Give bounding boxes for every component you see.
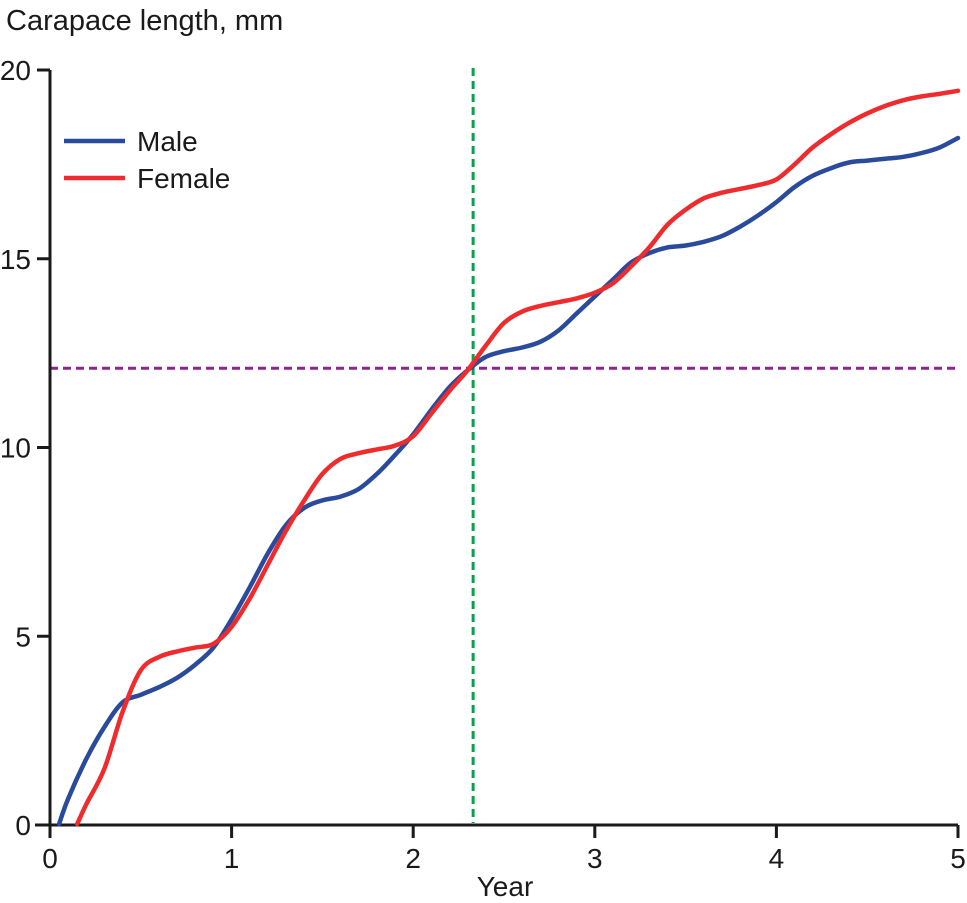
y-tick-label: 5	[15, 621, 31, 652]
x-axis-title: Year	[477, 871, 534, 902]
x-tick-label: 5	[950, 843, 966, 874]
x-tick-label: 0	[42, 843, 58, 874]
legend-female-label: Female	[137, 163, 230, 194]
x-tick-label: 2	[405, 843, 421, 874]
y-tick-label: 20	[0, 55, 31, 86]
y-tick-label: 0	[15, 810, 31, 841]
y-axis: 0 5 10 15 20	[0, 55, 52, 841]
y-tick-label: 10	[0, 433, 31, 464]
x-tick-label: 1	[224, 843, 240, 874]
x-axis-ticks: 0 1 2 3 4 5	[42, 825, 966, 874]
male-series-line	[56, 135, 961, 827]
x-tick-label: 4	[769, 843, 785, 874]
legend-male-label: Male	[137, 126, 198, 157]
y-axis-ticks: 0 5 10 15 20	[0, 55, 50, 841]
chart-title: Carapace length, mm	[6, 5, 283, 37]
y-tick-label: 15	[0, 244, 31, 275]
legend: Male Female	[64, 126, 230, 194]
x-tick-label: 3	[587, 843, 603, 874]
x-axis: 0 1 2 3 4 5	[35, 823, 966, 874]
female-series-line	[74, 88, 961, 827]
